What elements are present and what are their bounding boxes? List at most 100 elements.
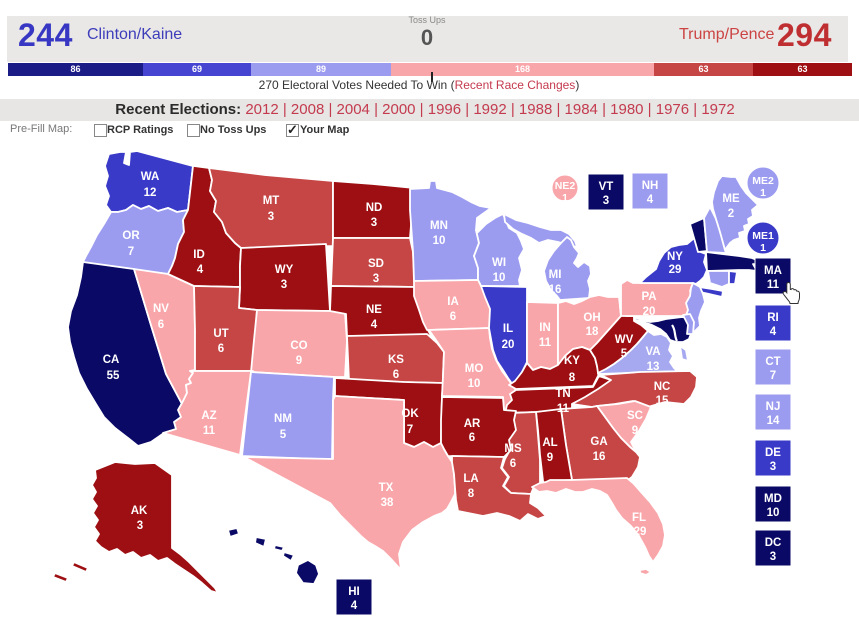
svg-text:9: 9 (296, 355, 302, 367)
svg-text:16: 16 (549, 284, 562, 296)
svg-text:PA: PA (641, 291, 656, 303)
svg-text:MN: MN (430, 220, 448, 232)
svg-text:WI: WI (492, 257, 506, 269)
svg-text:AL: AL (542, 437, 557, 449)
svg-text:10: 10 (493, 272, 506, 284)
svg-text:NM: NM (274, 413, 292, 425)
svg-text:GA: GA (590, 436, 607, 448)
svg-text:LA: LA (463, 473, 478, 485)
svg-text:11: 11 (767, 279, 780, 291)
svg-text:OH: OH (583, 312, 600, 324)
svg-text:OR: OR (122, 230, 140, 242)
svg-text:4: 4 (770, 326, 777, 338)
svg-text:NY: NY (667, 251, 683, 263)
svg-text:15: 15 (656, 395, 669, 407)
svg-text:ND: ND (366, 202, 383, 214)
svg-text:SC: SC (627, 410, 643, 422)
svg-text:29: 29 (669, 264, 682, 276)
svg-text:6: 6 (450, 311, 456, 323)
svg-text:7: 7 (407, 424, 413, 436)
svg-text:29: 29 (634, 526, 647, 538)
svg-text:3: 3 (770, 461, 776, 473)
svg-text:6: 6 (218, 343, 224, 355)
svg-text:8: 8 (468, 488, 475, 500)
svg-text:NE2: NE2 (555, 180, 576, 192)
svg-text:6: 6 (510, 458, 516, 470)
svg-text:1: 1 (760, 187, 766, 199)
svg-text:6: 6 (469, 432, 475, 444)
svg-text:3: 3 (268, 211, 274, 223)
svg-text:14: 14 (767, 415, 780, 427)
svg-text:CA: CA (103, 354, 120, 366)
svg-text:7: 7 (128, 246, 134, 258)
svg-text:HI: HI (348, 586, 360, 598)
svg-text:IA: IA (447, 296, 459, 308)
svg-text:OK: OK (401, 408, 419, 420)
svg-text:WV: WV (615, 334, 634, 346)
svg-text:NV: NV (153, 303, 169, 315)
svg-text:ME: ME (722, 193, 740, 205)
svg-text:MI: MI (549, 269, 562, 281)
svg-text:4: 4 (351, 600, 358, 612)
svg-text:MD: MD (764, 493, 782, 505)
svg-text:9: 9 (632, 425, 638, 437)
svg-text:8: 8 (569, 372, 576, 384)
svg-text:9: 9 (547, 452, 553, 464)
svg-text:10: 10 (767, 507, 780, 519)
svg-text:MT: MT (263, 195, 280, 207)
svg-text:38: 38 (381, 497, 394, 509)
svg-text:11: 11 (557, 403, 570, 415)
svg-text:VA: VA (645, 346, 660, 358)
svg-text:TN: TN (555, 388, 570, 400)
svg-text:13: 13 (647, 361, 660, 373)
svg-text:16: 16 (593, 451, 606, 463)
svg-text:DC: DC (765, 537, 782, 549)
svg-text:3: 3 (281, 279, 287, 291)
svg-text:AR: AR (464, 418, 481, 430)
svg-text:4: 4 (647, 194, 654, 206)
svg-text:55: 55 (107, 370, 120, 382)
svg-text:WA: WA (141, 171, 160, 183)
svg-text:TX: TX (379, 482, 394, 494)
svg-text:12: 12 (144, 187, 157, 199)
svg-text:ME1: ME1 (752, 230, 774, 242)
svg-text:FL: FL (632, 512, 646, 524)
svg-text:4: 4 (197, 264, 204, 276)
svg-text:5: 5 (280, 429, 287, 441)
svg-text:11: 11 (203, 425, 216, 437)
svg-text:3: 3 (371, 217, 377, 229)
svg-text:NE: NE (366, 304, 382, 316)
svg-text:10: 10 (433, 235, 446, 247)
svg-text:10: 10 (468, 378, 481, 390)
svg-text:VT: VT (599, 181, 614, 193)
svg-text:ME2: ME2 (752, 175, 774, 187)
svg-text:3: 3 (373, 273, 379, 285)
svg-text:7: 7 (770, 370, 776, 382)
svg-text:IN: IN (539, 322, 551, 334)
svg-text:CT: CT (765, 356, 780, 368)
svg-text:RI: RI (767, 312, 779, 324)
svg-text:18: 18 (586, 326, 599, 338)
svg-text:3: 3 (603, 195, 609, 207)
svg-text:SD: SD (368, 258, 384, 270)
svg-text:20: 20 (643, 306, 656, 318)
svg-text:NH: NH (642, 180, 659, 192)
svg-text:3: 3 (137, 520, 143, 532)
svg-text:WY: WY (275, 264, 294, 276)
svg-text:CO: CO (290, 340, 307, 352)
svg-text:MS: MS (504, 443, 522, 455)
svg-text:MA: MA (764, 265, 782, 277)
svg-text:AZ: AZ (201, 410, 216, 422)
svg-text:MO: MO (465, 363, 484, 375)
svg-text:KY: KY (564, 355, 580, 367)
svg-text:DE: DE (765, 447, 781, 459)
svg-text:3: 3 (770, 551, 776, 563)
svg-text:1: 1 (562, 192, 568, 204)
svg-text:NC: NC (654, 381, 671, 393)
svg-text:11: 11 (539, 337, 552, 349)
svg-text:6: 6 (393, 369, 399, 381)
svg-text:2: 2 (728, 208, 734, 220)
svg-text:AK: AK (131, 505, 148, 517)
svg-text:UT: UT (213, 328, 228, 340)
svg-text:ID: ID (193, 249, 205, 261)
